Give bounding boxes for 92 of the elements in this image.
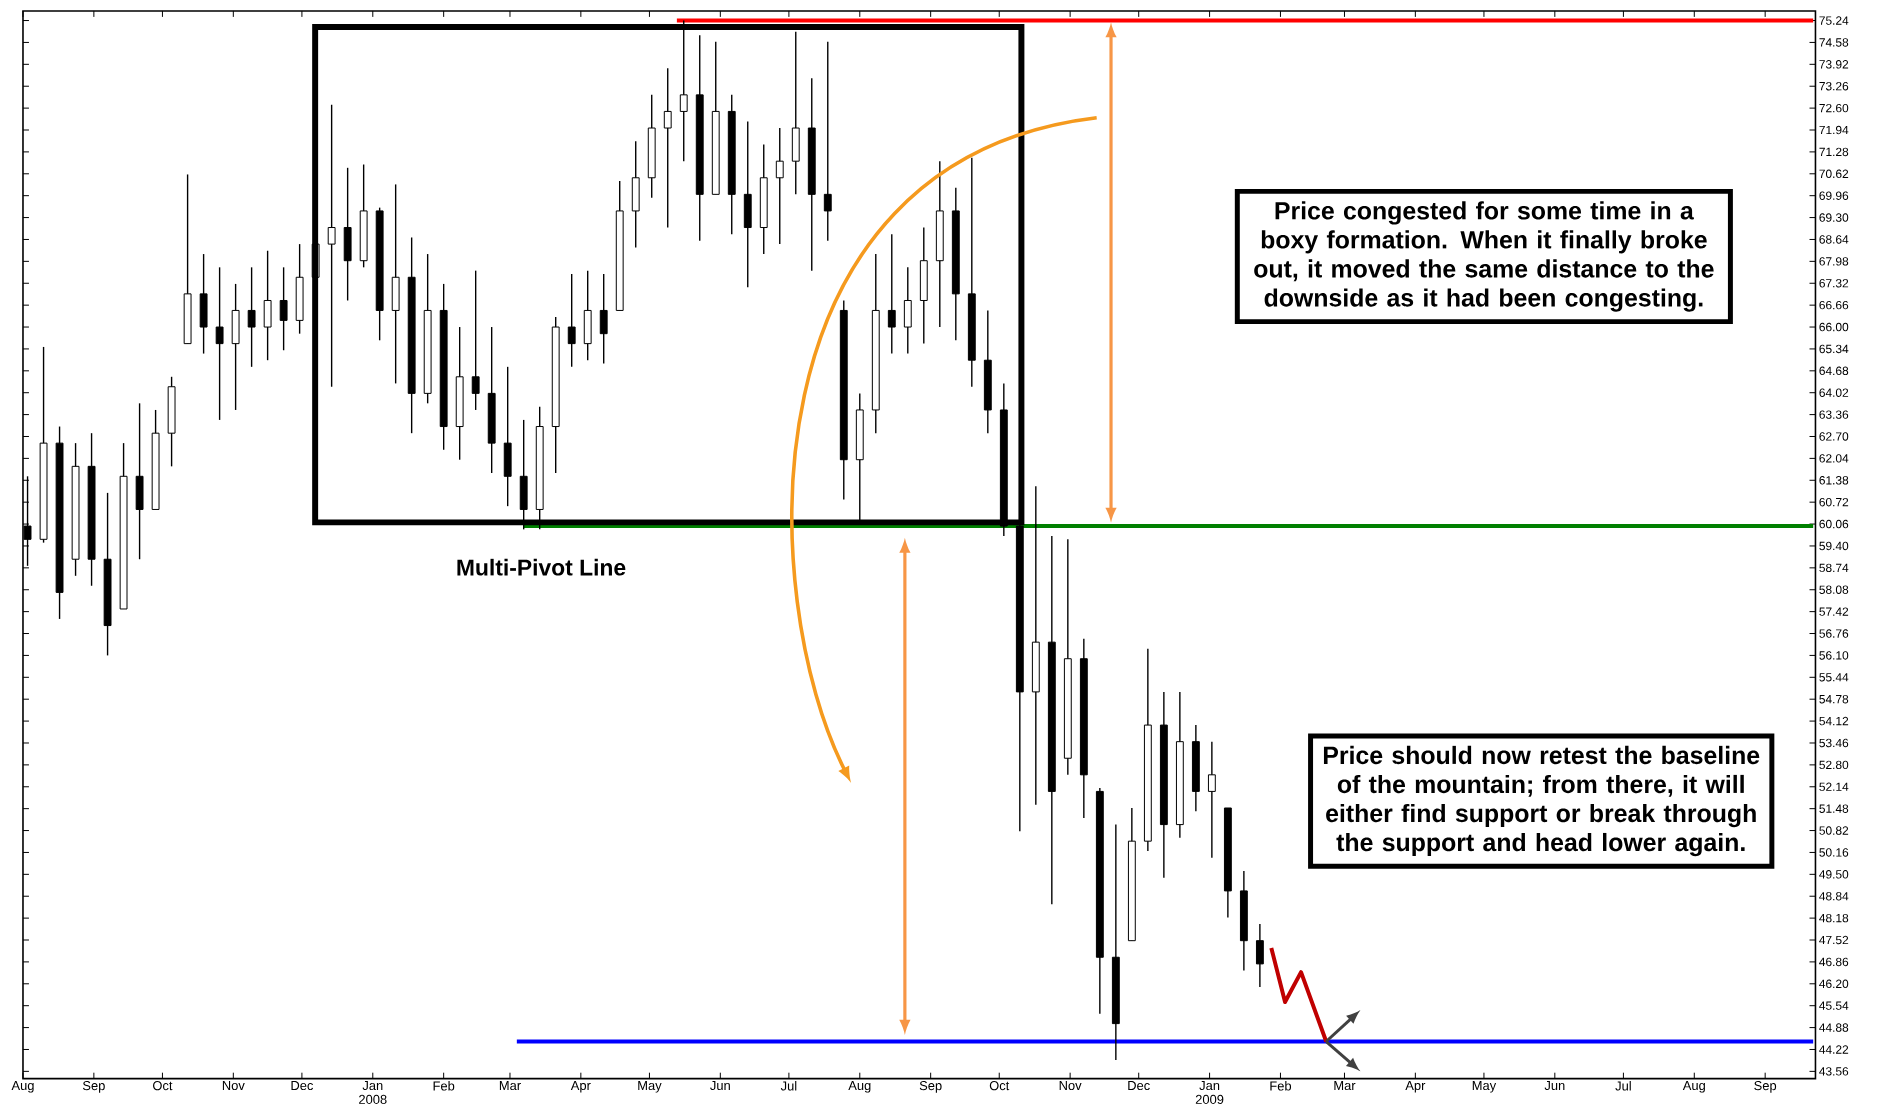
y-tick-label: 75.24 (1819, 16, 1849, 25)
x-tick-label: Sep (919, 1080, 942, 1093)
y-tick-label: 62.70 (1819, 432, 1849, 441)
y-tick-label: 54.12 (1819, 716, 1849, 726)
y-tick-label: 48.18 (1819, 913, 1849, 923)
y-tick-label: 63.36 (1819, 410, 1849, 419)
y-tick-label: 62.04 (1819, 453, 1849, 463)
x-tick-label: Nov (1059, 1080, 1082, 1090)
y-tick-label: 46.20 (1819, 979, 1849, 988)
y-tick-label: 54.78 (1819, 694, 1849, 704)
y-tick-label: 45.54 (1819, 1001, 1849, 1010)
y-tick-label: 47.52 (1819, 935, 1849, 945)
y-tick-label: 64.68 (1819, 366, 1849, 375)
y-tick-label: 70.62 (1819, 169, 1849, 178)
x-tick-label: Jul (1615, 1080, 1631, 1091)
y-tick-label: 60.06 (1819, 519, 1849, 529)
y-tick-label: 69.30 (1819, 213, 1849, 222)
y-tick-label: 69.96 (1819, 191, 1849, 200)
candlestick (471, 269, 480, 411)
candlestick (663, 67, 672, 229)
annotation: Multi-Pivot Line (457, 558, 626, 576)
y-tick-label: 60.72 (1819, 497, 1849, 507)
x-tick-label: May (1472, 1080, 1497, 1093)
y-tick-label: 61.38 (1819, 475, 1849, 485)
x-tick-label: Jul (780, 1080, 797, 1091)
annotation: Price congested for some time in a boxy formation. When it finally broke out, it moved the same distance to the downside as it had been congesting. (1254, 201, 1714, 312)
candlestick (887, 233, 896, 355)
candlestick (1255, 923, 1264, 988)
y-tick-label: 52.80 (1819, 760, 1849, 769)
y-tick-label: 57.42 (1819, 607, 1849, 616)
y-tick-label: 51.48 (1819, 804, 1849, 813)
candlestick (775, 127, 784, 245)
y-tick-label: 55.44 (1819, 672, 1849, 682)
x-tick-label: Jun (1544, 1080, 1565, 1090)
x-tick-label: Jan 2009 (1195, 1080, 1224, 1104)
annotation: Price should now retest the baseline of the mountain; from there, it will either find support or break through the support and head lower again. (1323, 745, 1760, 857)
x-tick-label: Apr (570, 1080, 591, 1093)
x-tick-label: Apr (1405, 1080, 1426, 1093)
x-tick-label: Nov (222, 1080, 245, 1090)
candlestick (567, 273, 576, 368)
y-tick-label: 50.82 (1819, 826, 1849, 835)
y-tick-label: 64.02 (1819, 388, 1849, 397)
y-tick-label: 44.22 (1819, 1045, 1849, 1054)
x-tick-label: May (638, 1080, 662, 1093)
x-tick-label: Feb (1270, 1080, 1292, 1091)
y-tick-label: 74.58 (1819, 38, 1849, 47)
y-tick-label: 65.34 (1819, 344, 1849, 353)
y-tick-label: 58.08 (1819, 585, 1849, 594)
y-tick-label: 48.84 (1819, 891, 1849, 901)
candlestick (823, 40, 832, 242)
candlestick (215, 266, 224, 421)
y-tick-label: 58.74 (1819, 563, 1849, 572)
x-tick-label: Oct (989, 1080, 1010, 1090)
y-tick-label: 46.86 (1819, 957, 1849, 966)
x-tick-label: Jan 2008 (359, 1080, 387, 1104)
y-tick-label: 73.92 (1819, 59, 1849, 69)
x-tick-label: Dec (1128, 1080, 1150, 1090)
y-tick-label: 53.46 (1819, 738, 1849, 747)
x-tick-label: Aug (11, 1080, 34, 1093)
y-tick-label: 71.94 (1819, 125, 1849, 135)
x-tick-label: Feb (433, 1080, 455, 1091)
y-tick-label: 50.16 (1819, 848, 1849, 857)
candlestick (247, 266, 256, 368)
x-tick-label: Aug (1682, 1080, 1705, 1093)
y-tick-label: 72.60 (1819, 103, 1849, 113)
x-tick-label: Aug (848, 1080, 871, 1093)
y-tick-label: 73.26 (1819, 81, 1849, 91)
y-tick-label: 59.40 (1819, 541, 1849, 550)
y-tick-label: 52.14 (1819, 782, 1849, 791)
x-tick-label: Mar (1334, 1080, 1356, 1090)
y-tick-label: 56.76 (1819, 629, 1849, 638)
y-tick-label: 71.28 (1819, 147, 1849, 156)
x-tick-label: Jun (710, 1080, 730, 1090)
candlestick (327, 103, 336, 388)
y-tick-label: 67.32 (1819, 278, 1849, 288)
x-tick-label: Oct (153, 1080, 173, 1090)
y-tick-label: 68.64 (1819, 235, 1849, 244)
y-tick-label: 66.00 (1819, 322, 1849, 332)
line-series (1269, 945, 1329, 1044)
candlestick (599, 273, 608, 364)
y-tick-label: 67.98 (1819, 256, 1849, 266)
candlestick (1207, 740, 1216, 859)
candlestick (279, 266, 288, 351)
x-tick-label: Sep (82, 1080, 105, 1093)
x-tick-label: Dec (291, 1080, 314, 1090)
x-tick-label: Mar (499, 1080, 521, 1090)
y-tick-label: 44.88 (1819, 1023, 1849, 1032)
y-tick-label: 56.10 (1819, 650, 1849, 660)
y-tick-label: 49.50 (1819, 869, 1849, 879)
x-tick-label: Sep (1754, 1080, 1777, 1093)
y-tick-label: 66.66 (1819, 300, 1849, 310)
y-tick-label: 43.56 (1819, 1066, 1849, 1076)
